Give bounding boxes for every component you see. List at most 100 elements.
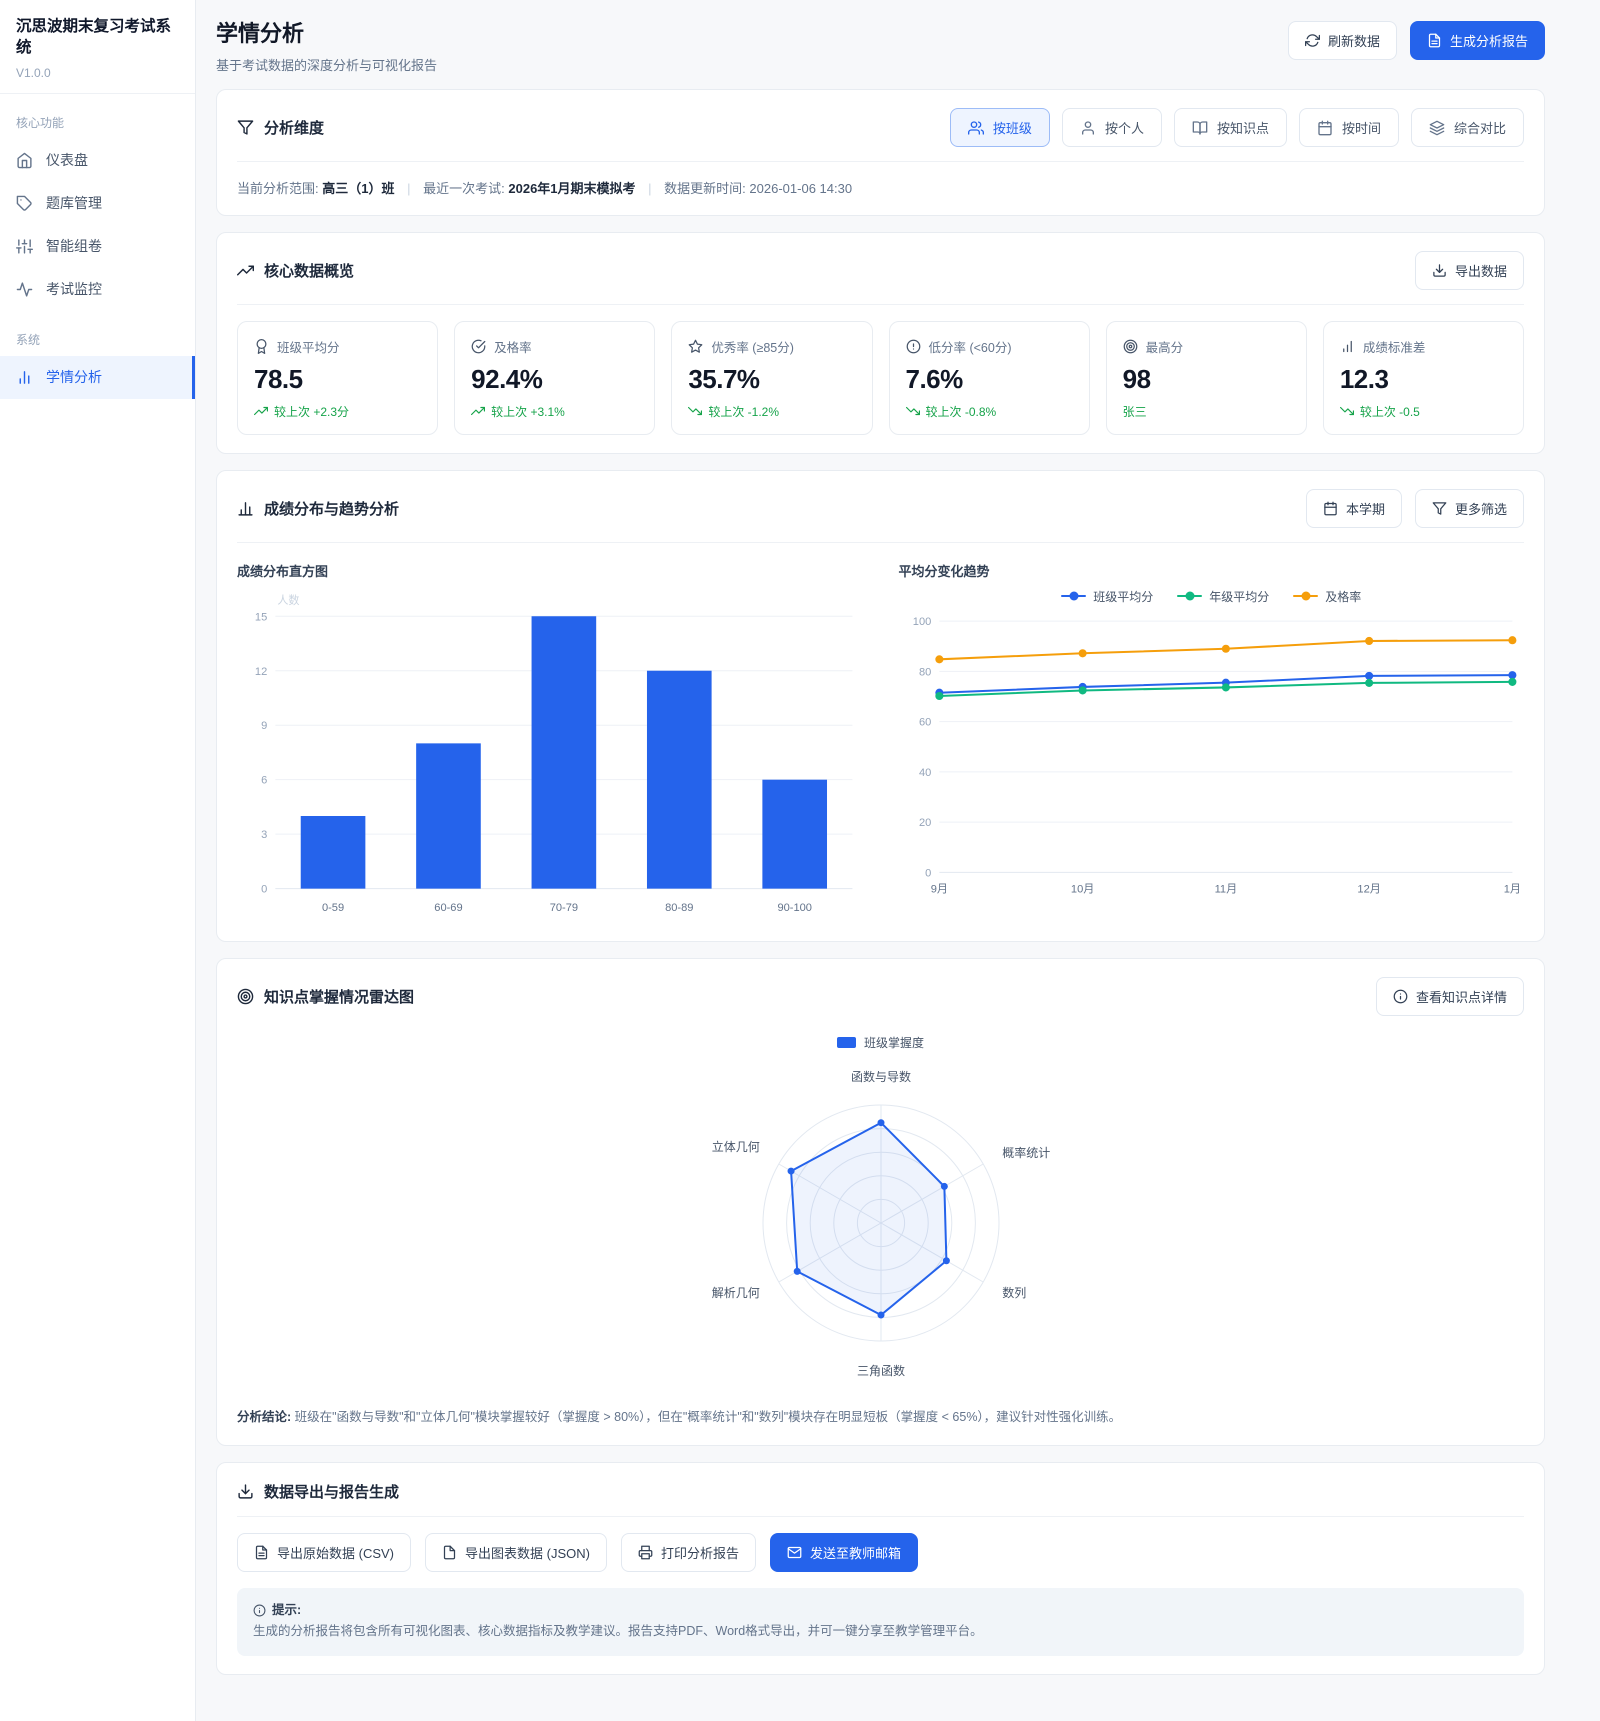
trending-down-icon [905,407,920,416]
radar-legend: 班级掌握度 [836,1034,924,1051]
stat-card-trend-text: 张三 [1122,404,1147,419]
knowledge-detail-button[interactable]: 查看知识点详情 [1375,976,1524,1016]
svg-text:9月: 9月 [930,883,947,895]
stat-card-trend: 张三 [1123,403,1290,420]
sidebar-item-exam-monitor[interactable]: 考试监控 [0,268,195,311]
export-data-button[interactable]: 导出数据 [1414,251,1524,290]
dimension-by-time-button[interactable]: 按时间 [1298,108,1399,147]
stat-card-value: 7.6% [905,364,964,394]
sidebar-item-learning-analysis[interactable]: 学情分析 [0,355,195,399]
stat-card-header: 最高分 [1123,337,1290,356]
dimension-button-label: 按个人 [1104,121,1144,136]
trending-up-icon [254,407,268,416]
home-icon [17,152,32,169]
legend-item-grade-average: 年级平均分 [1177,588,1269,605]
svg-text:11月: 11月 [1214,883,1237,895]
legend-line-marker [1061,591,1087,601]
knowledge-detail-label: 查看知识点详情 [1415,989,1507,1005]
dimension-button-label: 按班级 [992,121,1032,136]
svg-text:40: 40 [918,766,930,778]
refresh-data-button[interactable]: 刷新数据 [1287,21,1397,60]
export-panel-header: 数据导出与报告生成 [237,1481,1524,1517]
send-to-teacher-button[interactable]: 发送至教师邮箱 [769,1532,918,1572]
stat-card-trend-text: 较上次 -1.2% [708,404,780,419]
export-csv-button[interactable]: 导出原始数据 (CSV) [237,1532,412,1572]
check-circle-icon [471,339,486,354]
dimension-by-knowledge-button[interactable]: 按知识点 [1173,108,1287,147]
stat-card-pass-rate: 及格率 92.4% 较上次 +3.1% [454,321,656,435]
export-json-button[interactable]: 导出图表数据 (JSON) [425,1532,607,1572]
generate-report-label: 生成分析报告 [1449,34,1528,49]
stat-card-label: 班级平均分 [277,341,340,355]
semester-filter-button[interactable]: 本学期 [1305,488,1402,528]
sidebar-item-dashboard[interactable]: 仪表盘 [0,139,195,182]
svg-text:9: 9 [261,720,267,732]
scope-class-value: 高三（1）班 [322,181,395,196]
file-icon [443,1545,456,1559]
stat-card-header: 低分率 (<60分) [906,337,1073,356]
activity-icon [16,282,33,297]
nav-section-core: 核心功能 仪表盘 题库管理 智能组卷 考试监控 [0,114,195,311]
svg-text:0-59: 0-59 [322,901,344,913]
download-icon [238,1483,253,1499]
dimension-by-person-button[interactable]: 按个人 [1061,108,1162,147]
stat-card-label: 成绩标准差 [1362,341,1426,355]
radar-panel-header: 知识点掌握情况雷达图 查看知识点详情 [237,976,1524,1026]
nav-section-system: 系统 学情分析 [0,331,195,399]
download-icon [1433,264,1446,277]
dimension-by-class-button[interactable]: 按班级 [949,108,1050,147]
page-title: 学情分析 [216,21,305,46]
sidebar-item-label: 考试监控 [46,281,102,298]
book-open-icon [1192,120,1208,135]
app-brand: 沉思波期末复习考试系统 V1.0.0 [0,0,195,94]
tag-icon [16,195,32,211]
dimension-buttons: 按班级 按个人 按知识点 按时间 [949,108,1524,147]
radar-panel-title: 知识点掌握情况雷达图 [237,986,414,1007]
stat-card-trend: 较上次 +2.3分 [254,403,421,420]
dimension-button-label: 综合对比 [1453,121,1506,136]
stat-card-header: 及格率 [471,337,638,356]
legend-dot-marker [1069,591,1079,601]
nav-section-label: 系统 [16,332,41,347]
export-panel-title-text: 数据导出与报告生成 [264,1483,400,1501]
scope-separator: | [648,181,652,196]
stat-cards: 班级平均分 78.5 较上次 +2.3分 及格率 92.4% [237,321,1524,435]
filter-icon [237,120,254,135]
overview-panel-title-text: 核心数据概览 [264,263,355,280]
legend-label: 及格率 [1325,589,1362,604]
radar-legend-label: 班级掌握度 [863,1035,924,1050]
sidebar-item-question-bank[interactable]: 题库管理 [0,182,195,225]
refresh-icon [1304,34,1320,47]
semester-filter-label: 本学期 [1345,501,1385,517]
scope-separator: | [407,181,411,196]
target-icon [1123,339,1138,354]
svg-text:80-89: 80-89 [665,901,693,913]
more-filters-button[interactable]: 更多筛选 [1414,488,1524,528]
dimension-comprehensive-button[interactable]: 综合对比 [1410,108,1524,147]
stat-card-value: 92.4% [471,364,543,394]
svg-text:函数与导数: 函数与导数 [850,1069,910,1084]
sidebar-item-paper-builder[interactable]: 智能组卷 [0,225,195,268]
stat-card-trend-text: 较上次 +2.3分 [274,404,350,419]
main-content: 学情分析 基于考试数据的深度分析与可视化报告 刷新数据 生成分析报告 分析维度 [196,0,1600,1721]
trend-title: 平均分变化趋势 [898,563,990,579]
alert-circle-icon [906,339,920,354]
export-data-label: 导出数据 [1454,264,1507,279]
svg-text:15: 15 [255,611,267,623]
charts-panel-actions: 本学期 更多筛选 [1305,488,1524,528]
svg-text:100: 100 [912,616,930,628]
print-report-button[interactable]: 打印分析报告 [620,1532,756,1572]
svg-text:6: 6 [261,774,267,786]
generate-report-button[interactable]: 生成分析报告 [1409,21,1545,60]
svg-text:解析几何: 解析几何 [711,1286,759,1300]
svg-text:20: 20 [918,817,930,829]
stat-card-excellent-rate: 优秀率 (≥85分) 35.7% 较上次 -1.2% [671,321,873,435]
stat-card-label: 及格率 [494,341,532,355]
dimension-button-label: 按时间 [1341,121,1381,136]
analysis-conclusion: 分析结论: 班级在"函数与导数"和"立体几何"模块掌握较好（掌握度 > 80%）… [237,1407,1524,1427]
svg-text:立体几何: 立体几何 [711,1139,759,1154]
nav-section-label: 核心功能 [16,115,65,130]
bar-chart-icon [19,370,30,384]
overview-panel-header: 核心数据概览 导出数据 [237,251,1524,305]
radar-panel-title-text: 知识点掌握情况雷达图 [264,988,415,1006]
